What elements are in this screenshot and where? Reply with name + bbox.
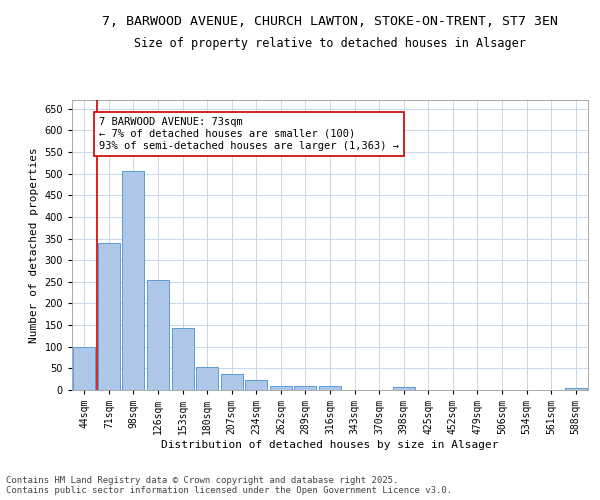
Bar: [221, 374, 243, 390]
Bar: [196, 367, 218, 390]
Text: Contains HM Land Registry data © Crown copyright and database right 2025.
Contai: Contains HM Land Registry data © Crown c…: [6, 476, 452, 495]
Bar: [270, 386, 292, 390]
Bar: [172, 328, 194, 390]
Bar: [245, 380, 268, 390]
Bar: [319, 386, 341, 390]
Bar: [565, 388, 587, 390]
Text: 7 BARWOOD AVENUE: 73sqm
← 7% of detached houses are smaller (100)
93% of semi-de: 7 BARWOOD AVENUE: 73sqm ← 7% of detached…: [99, 118, 399, 150]
Bar: [147, 280, 169, 390]
Bar: [122, 170, 145, 390]
X-axis label: Distribution of detached houses by size in Alsager: Distribution of detached houses by size …: [161, 440, 499, 450]
Bar: [98, 243, 120, 390]
Bar: [73, 346, 95, 390]
Y-axis label: Number of detached properties: Number of detached properties: [29, 147, 39, 343]
Bar: [295, 386, 316, 390]
Bar: [392, 388, 415, 390]
Text: Size of property relative to detached houses in Alsager: Size of property relative to detached ho…: [134, 38, 526, 51]
Text: 7, BARWOOD AVENUE, CHURCH LAWTON, STOKE-ON-TRENT, ST7 3EN: 7, BARWOOD AVENUE, CHURCH LAWTON, STOKE-…: [102, 15, 558, 28]
